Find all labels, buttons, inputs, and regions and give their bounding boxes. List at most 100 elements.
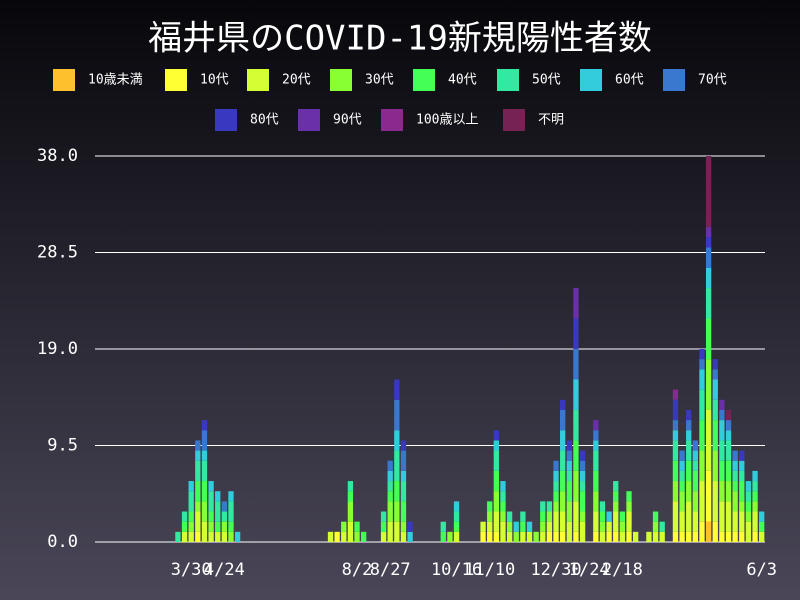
bar-segment: [732, 511, 738, 532]
bar-segment: [400, 481, 407, 502]
bar-segment: [560, 409, 566, 431]
bar-segment: [579, 450, 586, 461]
bar-segment: [705, 359, 712, 410]
bar-segment: [553, 501, 559, 512]
bar-segment: [500, 501, 506, 512]
bar-segment: [712, 399, 718, 421]
bar-segment: [354, 531, 360, 542]
bar-segment: [672, 501, 679, 532]
bar-segment: [394, 399, 400, 431]
bar-segment: [719, 460, 725, 482]
bar-segment: [679, 511, 685, 532]
bar-segment: [752, 501, 758, 512]
bar-segment: [228, 501, 234, 522]
bar-segment: [208, 491, 214, 512]
bar-segment: [659, 531, 665, 542]
legend-swatch: [165, 69, 187, 91]
bar-segment: [759, 511, 765, 522]
bar-segment: [739, 460, 745, 471]
bar-segment: [732, 450, 738, 461]
bar-segment: [195, 450, 201, 461]
chart-title: 福井県のCOVID-19新規陽性者数: [148, 19, 652, 59]
bar-segment: [400, 470, 407, 482]
bar-segment: [573, 318, 579, 349]
bar-segment: [221, 511, 228, 522]
bar-segment: [387, 501, 393, 522]
bar-segment: [705, 247, 712, 268]
bar-segment: [347, 491, 354, 502]
bar-segment: [725, 531, 732, 542]
bar-segment: [705, 227, 712, 238]
bar-segment: [560, 531, 566, 542]
bar-segment: [500, 481, 506, 492]
bar-segment: [221, 531, 228, 542]
bar-segment: [626, 511, 632, 532]
bar-segment: [725, 481, 732, 502]
bar-segment: [613, 491, 619, 502]
bar-segment: [181, 531, 188, 542]
bar-segment: [745, 521, 752, 542]
bar-segment: [593, 430, 599, 441]
bar-segment: [752, 470, 758, 482]
bar-segment: [739, 470, 745, 482]
bar-segment: [719, 531, 725, 542]
bar-segment: [560, 450, 566, 471]
bar-segment: [201, 521, 208, 542]
bar-segment: [215, 491, 221, 502]
bar-segment: [493, 511, 499, 532]
legend-swatch: [298, 109, 320, 131]
bar-segment: [732, 481, 738, 492]
bar-segment: [493, 470, 499, 492]
bar-segment: [500, 491, 506, 502]
legend-swatch: [330, 69, 352, 91]
bar-segment: [195, 531, 201, 542]
bar-segment: [725, 420, 732, 431]
bar-segment: [579, 511, 586, 522]
bar-segment: [752, 531, 758, 542]
bar-segment: [686, 460, 692, 482]
bar-segment: [699, 359, 705, 370]
y-tick-label: 9.5: [47, 436, 78, 456]
bar-segment: [400, 531, 407, 542]
bar-segment: [520, 531, 526, 542]
x-tick-label: 8/27: [370, 560, 411, 580]
legend-swatch: [381, 109, 403, 131]
y-tick-label: 28.5: [37, 243, 78, 263]
bar-segment: [361, 531, 367, 542]
bar-segment: [380, 531, 387, 542]
bar-segment: [526, 531, 533, 542]
bar-segment: [506, 521, 513, 532]
x-tick-label: 2/18: [602, 560, 643, 580]
bar-segment: [672, 440, 679, 461]
bar-segment: [506, 511, 513, 522]
bar-segment: [725, 409, 732, 421]
bar-segment: [699, 521, 705, 542]
bar-segment: [195, 460, 201, 482]
bar-segment: [699, 420, 705, 451]
bar-segment: [719, 399, 725, 410]
bar-segment: [632, 531, 639, 542]
bar-segment: [566, 460, 572, 471]
bar-segment: [672, 430, 679, 441]
bar-segment: [606, 531, 612, 542]
bar-segment: [739, 481, 745, 502]
bar-segment: [188, 531, 194, 542]
legend-swatch: [497, 69, 519, 91]
bar-segment: [745, 481, 752, 492]
bar-segment: [560, 470, 566, 492]
bar-segment: [679, 481, 685, 492]
y-tick-label: 38.0: [37, 146, 78, 166]
bar-segment: [221, 521, 228, 532]
bar-segment: [712, 369, 718, 380]
bar-segment: [215, 531, 221, 542]
bar-segment: [712, 379, 718, 400]
bar-segment: [400, 450, 407, 471]
bar-segment: [593, 420, 599, 431]
bar-segment: [606, 521, 612, 532]
bar-segment: [752, 511, 758, 532]
bar-segment: [692, 440, 698, 451]
bar-segment: [440, 531, 446, 542]
bar-segment: [573, 409, 579, 441]
bar-segment: [480, 531, 486, 542]
bar-segment: [394, 379, 400, 400]
